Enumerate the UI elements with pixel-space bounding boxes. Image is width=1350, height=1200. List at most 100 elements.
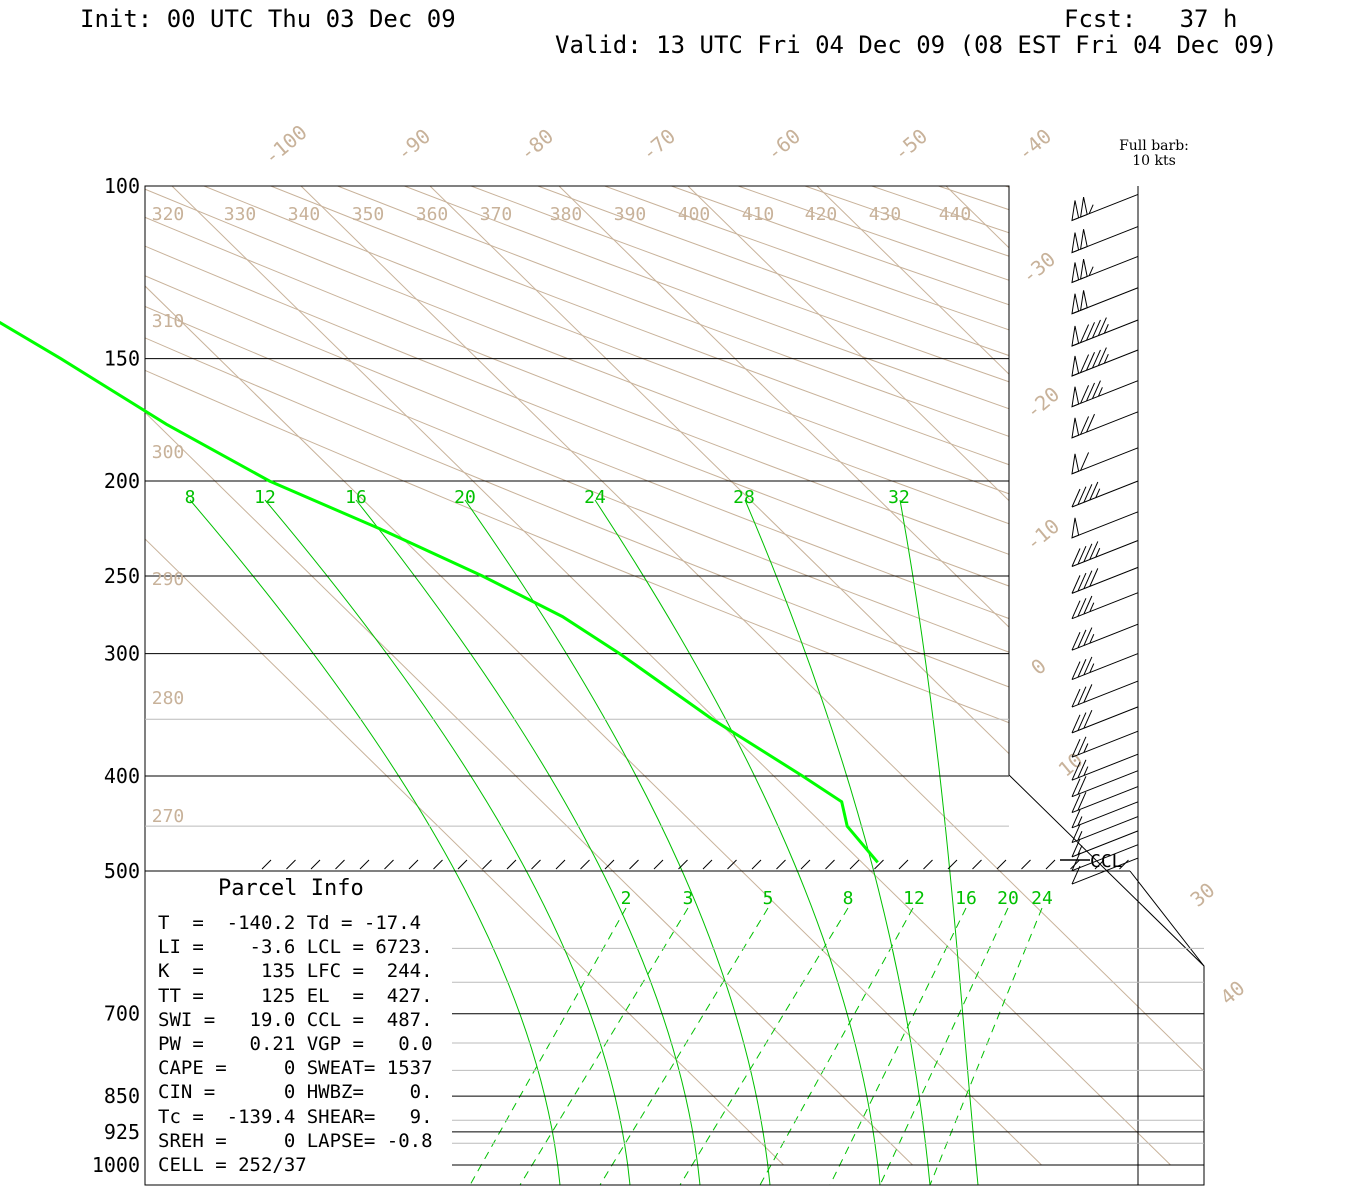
- parcel-info-row: CIN = 0 HWBZ= 0.: [158, 1081, 433, 1104]
- barb-staff: [1071, 770, 1139, 798]
- theta-label: 320: [152, 204, 185, 225]
- barb-flag: [1071, 355, 1080, 377]
- isotherm-line: [1203, 186, 1204, 1166]
- pressure-tick-label: 300: [104, 642, 140, 666]
- parcel-info-row: SREH = 0 LAPSE= -0.8: [158, 1129, 433, 1152]
- barb-full: [1086, 352, 1095, 371]
- parcel-info-row: PW = 0.21 VGP = 0.0: [158, 1033, 433, 1055]
- barb-staff: [1071, 786, 1139, 814]
- barb-legend-line2: 10 kts: [1132, 153, 1176, 169]
- isotherm-label: -70: [637, 124, 680, 166]
- pressure-tick-label: 850: [104, 1084, 140, 1108]
- barb-flag: [1071, 262, 1080, 284]
- wind-barb: [1071, 786, 1139, 814]
- theta-label: 430: [869, 204, 902, 225]
- barb-flag: [1071, 453, 1080, 475]
- hatch-mark: [800, 859, 811, 870]
- wind-barb: [1071, 540, 1139, 567]
- barb-staff: [1071, 380, 1139, 408]
- isotherm-line: [145, 186, 784, 1166]
- barb-full: [1080, 324, 1090, 343]
- barb-flag: [1071, 293, 1080, 315]
- dry-adiabat-line: [337, 186, 1204, 1166]
- hatch-mark: [972, 859, 982, 870]
- hatch-mark: [825, 859, 835, 870]
- pressure-tick-label: 1000: [92, 1153, 140, 1177]
- isotherm-label: -20: [1021, 382, 1064, 424]
- barb-flag: [1071, 517, 1080, 539]
- mixing-ratio-line: [469, 907, 627, 1185]
- mixing-ratio-line: [679, 907, 849, 1185]
- theta-label: 360: [416, 204, 449, 225]
- hatch-mark: [261, 859, 272, 870]
- parcel-info-row: K = 135 LFC = 244.: [158, 960, 433, 983]
- parcel-info-row: SWI = 19.0 CCL = 487.: [158, 1008, 433, 1031]
- wind-barb: [1071, 255, 1139, 284]
- barb-half: [1088, 204, 1094, 214]
- mixing-ratio-line: [519, 907, 689, 1185]
- theta-label: 370: [480, 204, 513, 225]
- mixing-ratio-label: 24: [1031, 888, 1053, 909]
- barb-full: [1077, 598, 1087, 617]
- hatch-mark: [923, 859, 933, 870]
- theta-label: 400: [678, 204, 711, 225]
- upper-frame: [144, 185, 1010, 871]
- mixing-ratio-label: 5: [763, 888, 774, 909]
- barb-flag: [1071, 325, 1080, 347]
- barb-full: [1077, 629, 1087, 649]
- barb-half: [1077, 816, 1083, 826]
- hatch-mark: [580, 859, 590, 870]
- barb-full: [1089, 481, 1099, 501]
- barb-staff: [1071, 511, 1139, 539]
- hatch-mark: [1094, 859, 1105, 870]
- wind-barb: [1071, 226, 1139, 254]
- barb-full: [1083, 484, 1093, 503]
- theta-label: 290: [152, 569, 185, 590]
- barb-full: [1071, 761, 1081, 781]
- moist-adiabat-label: 16: [345, 487, 367, 508]
- wind-barb: [1071, 317, 1139, 347]
- moist-adiabat-label: 32: [888, 487, 910, 508]
- barb-full: [1071, 865, 1081, 885]
- hatch-mark: [898, 859, 909, 870]
- barb-full: [1071, 852, 1081, 871]
- hatch-mark: [1119, 859, 1129, 870]
- barb-full: [1071, 575, 1081, 594]
- barb-full: [1077, 686, 1087, 705]
- barb-half: [1095, 488, 1101, 498]
- wind-barb: [1071, 801, 1139, 829]
- wind-barb: [1071, 753, 1139, 781]
- barb-full: [1080, 416, 1090, 435]
- barb-half: [1077, 845, 1083, 855]
- parcel-info-row: CELL = 252/37: [158, 1154, 307, 1176]
- wind-barb: [1071, 480, 1139, 508]
- hatch-mark: [335, 859, 345, 870]
- barb-half: [1083, 766, 1089, 776]
- pressure-tick-label: 925: [104, 1120, 140, 1144]
- temperature-profile: [0, 320, 879, 864]
- barb-half: [1095, 547, 1101, 558]
- barb-full: [1077, 486, 1087, 505]
- wind-barb: [1071, 347, 1139, 377]
- dry-adiabat-line: [270, 186, 1204, 1166]
- isotherm-label: -30: [1017, 247, 1060, 289]
- moist-adiabat-label: 28: [733, 487, 755, 508]
- lower-frame: [144, 870, 1205, 1186]
- barb-full: [1086, 322, 1095, 341]
- hatch-mark: [408, 859, 419, 870]
- pressure-tick-label: 700: [104, 1002, 140, 1026]
- isotherm-label: -90: [392, 124, 435, 166]
- barb-staff: [1071, 801, 1139, 829]
- isotherm-line: [816, 186, 1204, 1166]
- theta-label: 390: [614, 204, 647, 225]
- hatch-mark: [702, 859, 713, 870]
- wind-barb: [1071, 623, 1139, 651]
- barb-staff: [1071, 623, 1139, 651]
- valid-time: Valid: 13 UTC Fri 04 Dec 09 (08 EST Fri …: [555, 31, 1278, 59]
- pressure-tick-label: 100: [104, 174, 140, 198]
- hatch-mark: [874, 859, 884, 870]
- barb-full: [1083, 627, 1093, 646]
- barb-half: [1103, 354, 1109, 364]
- wind-barb: [1071, 857, 1139, 885]
- barb-full: [1071, 809, 1081, 829]
